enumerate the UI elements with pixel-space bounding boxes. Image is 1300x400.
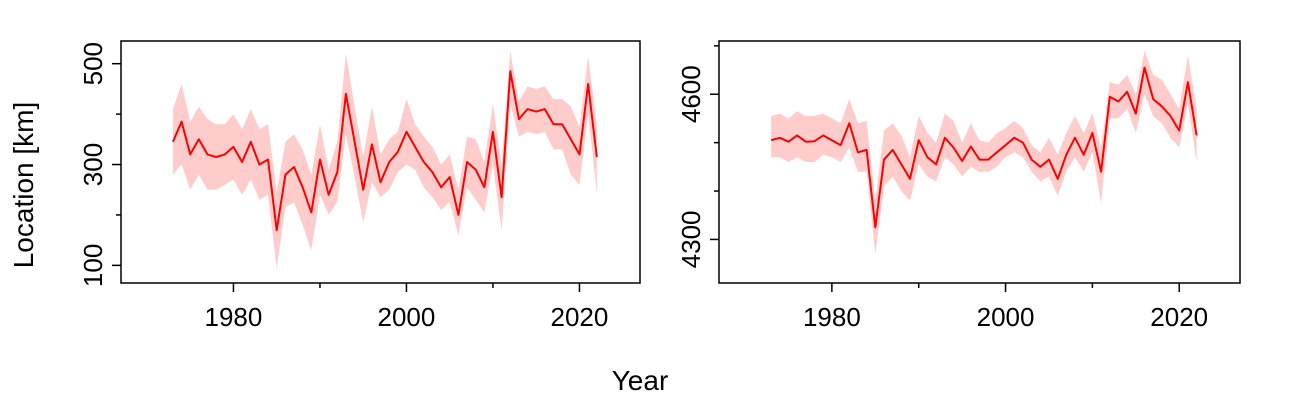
plot-frame: [718, 40, 1241, 284]
plot-frame: [120, 40, 641, 284]
uncertainty-band: [771, 50, 1197, 255]
y-axis-title: Location [km]: [8, 102, 39, 269]
x-tick-label: 1980: [803, 302, 861, 332]
series-line: [770, 66, 1198, 229]
right-panel: 1980 2000 2020 4300 4600: [676, 40, 1241, 332]
x-tick-label: 2000: [378, 302, 436, 332]
x-tick-label: 1980: [205, 302, 263, 332]
y-tick-label: 100: [78, 244, 108, 287]
x-tick-label: 2020: [1150, 302, 1208, 332]
y-tick-label: 300: [78, 143, 108, 186]
y-tick-label: 500: [78, 42, 108, 85]
x-axis-title: Year: [612, 365, 669, 396]
x-tick-label: 2000: [977, 302, 1035, 332]
y-tick-label: 4300: [676, 210, 706, 268]
series-line: [171, 70, 598, 232]
left-panel: 1980 2000 2020 100 300 500: [78, 40, 641, 332]
y-tick-label: 4600: [676, 65, 706, 123]
uncertainty-band: [172, 51, 597, 268]
x-tick-label: 2020: [551, 302, 609, 332]
